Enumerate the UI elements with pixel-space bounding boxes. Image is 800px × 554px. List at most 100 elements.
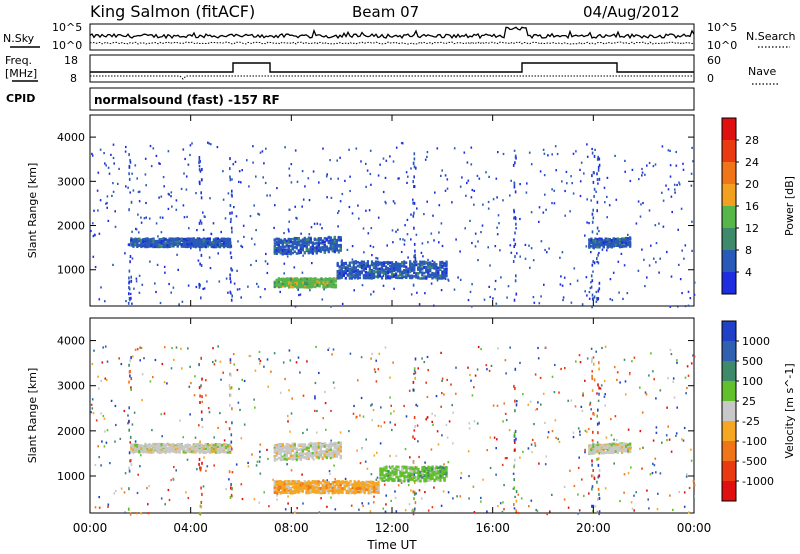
data-cell	[591, 305, 593, 309]
data-cell	[214, 359, 217, 362]
nsky-trace	[89, 26, 695, 40]
data-cell	[204, 243, 207, 247]
data-cell	[361, 284, 364, 287]
data-cell	[181, 300, 184, 303]
data-cell	[277, 448, 280, 451]
data-cell	[273, 283, 276, 287]
data-cell	[513, 465, 515, 469]
noise-tick-left-top: 10^5	[52, 21, 82, 34]
data-cell	[187, 284, 190, 287]
data-cell	[190, 447, 193, 451]
data-cell	[594, 239, 597, 243]
data-cell	[370, 404, 372, 407]
data-cell	[287, 420, 289, 423]
data-cell	[142, 240, 145, 243]
data-cell	[572, 436, 575, 439]
data-cell	[217, 252, 219, 255]
data-cell	[328, 347, 331, 350]
data-cell	[452, 497, 454, 500]
data-cell	[364, 276, 367, 280]
data-cell	[129, 260, 131, 264]
data-cell	[614, 237, 617, 241]
data-cell	[277, 446, 280, 449]
data-cell	[198, 462, 200, 466]
data-cell	[285, 242, 288, 245]
data-cell	[224, 244, 228, 247]
data-cell	[277, 241, 280, 244]
data-cell	[410, 489, 412, 492]
data-cell	[115, 423, 117, 427]
data-cell	[226, 449, 230, 452]
data-cell	[461, 176, 463, 179]
data-cell	[470, 196, 473, 199]
data-cell	[331, 243, 334, 246]
data-cell	[301, 238, 304, 241]
data-cell	[591, 370, 593, 373]
data-cell	[314, 283, 317, 287]
data-cell	[146, 444, 149, 447]
data-cell	[336, 272, 339, 276]
data-cell	[610, 245, 613, 249]
data-cell	[432, 423, 434, 426]
data-cell	[146, 487, 148, 490]
data-cell	[385, 159, 388, 162]
data-cell	[163, 346, 166, 349]
data-cell	[512, 487, 515, 490]
data-cell	[357, 379, 359, 382]
data-cell	[379, 163, 381, 166]
data-cell	[172, 443, 175, 446]
data-cell	[538, 302, 541, 305]
data-cell	[288, 230, 290, 233]
data-cell	[222, 371, 224, 374]
data-cell	[128, 164, 131, 168]
data-cell	[503, 508, 505, 511]
data-cell	[391, 271, 394, 274]
data-cell	[362, 227, 365, 230]
data-cell	[418, 303, 421, 306]
data-cell	[615, 198, 618, 201]
data-cell	[596, 422, 599, 426]
data-cell	[291, 458, 294, 461]
data-cell	[224, 451, 228, 454]
data-cell	[601, 248, 604, 251]
data-cell	[637, 200, 640, 203]
data-cell	[288, 208, 291, 211]
data-cell	[596, 238, 599, 241]
data-cell	[447, 278, 449, 281]
data-cell	[412, 201, 414, 205]
data-cell	[592, 474, 595, 478]
data-cell	[287, 450, 290, 454]
data-cell	[202, 245, 205, 248]
data-cell	[368, 266, 371, 270]
data-cell	[236, 269, 238, 272]
data-cell	[235, 463, 238, 466]
data-cell	[668, 438, 671, 441]
data-cell	[633, 494, 635, 497]
data-cell	[344, 262, 347, 266]
data-cell	[182, 436, 184, 439]
data-cell	[618, 242, 622, 245]
data-cell	[222, 242, 226, 246]
data-cell	[361, 502, 363, 505]
data-cell	[283, 238, 286, 241]
data-cell	[401, 274, 404, 278]
data-cell	[612, 244, 615, 248]
data-cell	[287, 282, 291, 285]
data-cell	[249, 354, 252, 358]
data-cell	[104, 345, 107, 348]
data-cell	[598, 492, 600, 496]
data-cell	[283, 232, 285, 235]
data-cell	[389, 275, 392, 278]
data-cell	[299, 251, 302, 254]
data-cell	[231, 471, 234, 474]
data-cell	[182, 450, 185, 453]
data-cell	[646, 489, 648, 492]
data-cell	[425, 418, 427, 421]
data-cell	[455, 366, 457, 369]
data-cell	[308, 285, 311, 289]
data-cell	[305, 446, 308, 450]
data-cell	[476, 368, 479, 371]
data-cell	[228, 470, 231, 474]
data-cell	[311, 446, 314, 449]
data-cell	[597, 165, 600, 169]
